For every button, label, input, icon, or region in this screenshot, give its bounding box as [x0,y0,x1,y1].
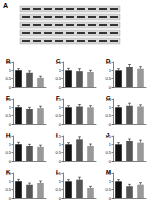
svg-text:0.5: 0.5 [105,113,111,118]
svg-text:0.5: 0.5 [5,113,11,118]
svg-text:0: 0 [109,85,112,90]
svg-text:0: 0 [109,122,112,127]
svg-text:J: J [106,132,109,138]
svg-text:I: I [56,132,58,138]
svg-text:0: 0 [59,196,62,201]
svg-text:0: 0 [9,159,12,164]
svg-text:E: E [6,95,10,101]
svg-text:1: 1 [109,142,112,147]
svg-text:0: 0 [9,122,12,127]
svg-text:L: L [56,169,60,175]
svg-text:0.5: 0.5 [105,150,111,155]
svg-text:K: K [6,169,11,175]
svg-text:1: 1 [109,105,112,110]
svg-text:1: 1 [9,179,12,184]
svg-text:0.5: 0.5 [5,187,11,192]
svg-text:1: 1 [59,142,62,147]
svg-text:1: 1 [109,179,112,184]
svg-text:M: M [106,169,111,175]
svg-text:0.5: 0.5 [55,113,61,118]
svg-text:0.5: 0.5 [5,150,11,155]
svg-text:D: D [106,58,111,64]
svg-text:F: F [56,95,60,101]
svg-text:G: G [106,95,111,101]
svg-text:1: 1 [9,68,12,73]
svg-text:0.5: 0.5 [5,76,11,81]
svg-text:1: 1 [59,105,62,110]
svg-text:0.5: 0.5 [105,187,111,192]
svg-text:0.5: 0.5 [55,187,61,192]
svg-text:0: 0 [59,159,62,164]
svg-text:1: 1 [109,68,112,73]
svg-text:1.5: 1.5 [55,133,61,139]
svg-text:0.5: 0.5 [55,76,61,81]
svg-text:B: B [6,58,11,64]
svg-text:1: 1 [59,68,62,73]
svg-text:0: 0 [9,196,12,201]
svg-text:0: 0 [9,85,12,90]
svg-text:1: 1 [59,179,62,184]
svg-text:0: 0 [59,85,62,90]
svg-text:0: 0 [109,196,112,201]
svg-text:H: H [6,132,10,138]
svg-text:0.5: 0.5 [55,150,61,155]
svg-text:1: 1 [9,142,12,147]
svg-text:A: A [3,2,8,9]
svg-text:0: 0 [109,159,112,164]
svg-text:0.5: 0.5 [105,76,111,81]
svg-text:0: 0 [59,122,62,127]
svg-text:C: C [56,58,61,64]
svg-text:1: 1 [9,105,12,110]
